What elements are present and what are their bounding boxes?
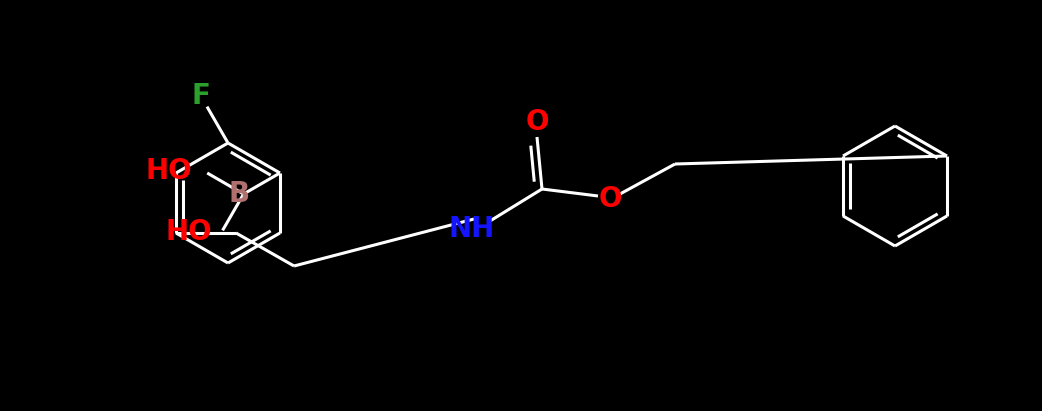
Text: O: O	[525, 108, 549, 136]
Text: HO: HO	[166, 218, 213, 246]
Text: HO: HO	[146, 157, 192, 185]
Text: O: O	[598, 185, 622, 213]
Text: B: B	[228, 180, 249, 208]
Text: F: F	[192, 82, 210, 110]
Text: NH: NH	[449, 215, 495, 243]
